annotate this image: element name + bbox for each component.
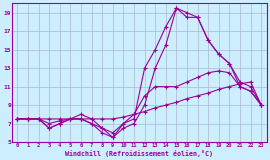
X-axis label: Windchill (Refroidissement éolien,°C): Windchill (Refroidissement éolien,°C)	[65, 150, 213, 156]
